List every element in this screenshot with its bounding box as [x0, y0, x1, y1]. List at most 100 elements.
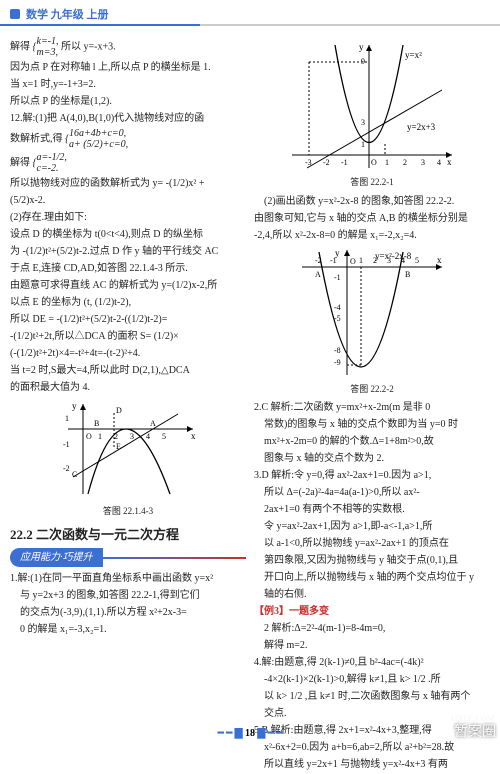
- body-text: 所以抛物线对应的函数解析式为 y= -(1/2)x² +: [10, 176, 246, 191]
- body-text: 令 y=ax²-2ax+1,因为 a>1,即-a<-1,a>1,所: [254, 519, 490, 534]
- text: 解得: [10, 157, 30, 168]
- page-number: 18: [245, 728, 255, 739]
- skill-rule: [103, 557, 247, 559]
- svg-text:-8: -8: [334, 346, 341, 355]
- body-text: 因为点 P 在对称轴 l 上,所以点 P 的横坐标是 1.: [10, 60, 246, 75]
- body-text: x²-6x+2=0.因为 a+b=6,ab=2,所以 a²+b²=28.故: [254, 740, 490, 755]
- svg-text:-9: -9: [334, 358, 341, 367]
- figure-mid-right: x y O -2 -1 1 2 3 4 5 -1 -4 -5 -8 -9 A B: [254, 247, 490, 397]
- svg-text:3: 3: [130, 432, 134, 441]
- body-text: 图象与 x 轴的交点个数为 2.: [254, 451, 490, 466]
- text: c=-2.: [37, 163, 59, 174]
- header-title: 数学 九年级 上册: [26, 6, 109, 22]
- body-text: (2)画出函数 y=x²-2x-8 的图象,如答图 22.2-2.: [254, 194, 490, 209]
- body-text: 第四象限,又因为抛物线与 y 轴交于点(0,1),且: [254, 553, 490, 568]
- figure-caption: 答图 22.2-1: [254, 176, 490, 190]
- svg-text:x: x: [447, 157, 452, 167]
- skill-pill: 应用能力·巧提升: [10, 548, 103, 567]
- section-title: 22.2 二次函数与一元二次方程: [10, 525, 246, 545]
- body-text: 以点 E 的坐标为 (t, (1/2)t-2),: [10, 295, 246, 310]
- body-text: 12.解:(1)把 A(4,0),B(1,0)代入抛物线对应的函: [10, 111, 246, 126]
- body-text: -2,4,所以 x²-2x-8=0 的解是 x₁=-2,x₂=4.: [254, 228, 490, 243]
- header-bullet-icon: [10, 9, 20, 19]
- body-text: 以 k> 1/2 ,且 k≠1 时,二次函数图象与 x 轴有两个: [254, 689, 490, 704]
- svg-text:x: x: [437, 255, 442, 265]
- text: 所以 y=-x+3.: [61, 41, 116, 52]
- footer-deco-right: ▇ ━ ━: [258, 728, 283, 739]
- body-text: 所以 DE = -(1/2)t²+(5/2)t-2-((1/2)t-2)=: [10, 312, 246, 327]
- svg-text:1: 1: [98, 432, 102, 441]
- body-text: 由图象可知,它与 x 轴的交点 A,B 的横坐标分别是: [254, 211, 490, 226]
- svg-text:y=x²: y=x²: [405, 50, 422, 60]
- svg-text:3: 3: [421, 158, 425, 167]
- svg-text:-1: -1: [341, 158, 348, 167]
- figure-left: x y 1 -1 -2 O 1 2 3 4 5 A B C D E 答图 22.: [10, 399, 246, 519]
- svg-text:4: 4: [437, 158, 441, 167]
- svg-text:y=2x+3: y=2x+3: [407, 122, 436, 132]
- svg-text:B: B: [405, 270, 410, 279]
- body-text: 由题意可求得直线 AC 的解析式为 y=(1/2)x-2,所: [10, 278, 246, 293]
- body-text: 与 y=2x+3 的图象,如答图 22.2-1,得到它们: [10, 588, 246, 603]
- svg-text:A: A: [315, 270, 321, 279]
- svg-text:y: y: [72, 401, 77, 411]
- body-text: 以 a-1<0,所以抛物线 y=ax²-2ax+1 的顶点在: [254, 536, 490, 551]
- svg-text:-4: -4: [334, 303, 341, 312]
- footer-deco-left: ━ ━ ▇: [218, 728, 243, 739]
- body-text: (-(1/2)t²+2t)×4=-t²+4t=-(t-2)²+4.: [10, 346, 246, 361]
- body-text: 3.D 解析:令 y=0,得 ax²-2ax+1=0.因为 a>1,: [254, 468, 490, 483]
- brace-formula: {16a+4b+c=0,a+ (5/2)+c=0,: [65, 128, 128, 150]
- body-text: 4.解:由题意,得 2(k-1)≠0,且 b²-4ac=(-4k)²: [254, 655, 490, 670]
- svg-text:C: C: [72, 470, 77, 479]
- graph-svg: x y 1 -1 -2 O 1 2 3 4 5 A B C D E: [58, 399, 198, 499]
- body-text: 轴的右侧.: [254, 587, 490, 602]
- brace-formula: {a=-1/2,c=-2.: [33, 152, 67, 174]
- svg-text:y=x²-2x-8: y=x²-2x-8: [375, 251, 412, 261]
- svg-text:B: B: [94, 419, 99, 428]
- svg-text:1: 1: [65, 414, 69, 423]
- body-text: 所以 Δ=(-2a)²-4a=4a(a-1)>0,所以 ax²-: [254, 485, 490, 500]
- body-text: -(1/2)t²+2t,所以△DCA 的面积 S= (1/2)×: [10, 329, 246, 344]
- body-text: 解得 m=2.: [254, 638, 490, 653]
- text: 解得: [10, 41, 30, 52]
- svg-text:O: O: [86, 432, 92, 441]
- svg-text:3: 3: [361, 118, 365, 127]
- left-column: 解得 {k=-1,m=3, 所以 y=-x+3. 因为点 P 在对称轴 l 上,…: [10, 36, 246, 774]
- body-text: 解得 {k=-1,m=3, 所以 y=-x+3.: [10, 36, 246, 58]
- text: 16a+4b+c=0,: [69, 128, 126, 139]
- body-text: 当 t=2 时,S最大=4,所以此时 D(2,1),△DCA: [10, 363, 246, 378]
- text: a=-1/2,: [37, 152, 67, 163]
- svg-text:A: A: [150, 419, 156, 428]
- variant-label: 【例3】一题多变: [254, 604, 490, 619]
- svg-text:2: 2: [403, 158, 407, 167]
- graph-svg: x y O -2 -1 1 2 3 4 5 -1 -4 -5 -8 -9 A B: [297, 247, 447, 377]
- svg-text:1: 1: [359, 256, 363, 265]
- body-text: 开口向上,所以抛物线与 x 轴的两个交点均位于 y: [254, 570, 490, 585]
- body-text: 所以点 P 的坐标是(1,2).: [10, 94, 246, 109]
- body-text: 的交点为(-3,9),(1,1).所以方程 x²+2x-3=: [10, 605, 246, 620]
- body-text: 数解析式,得 {16a+4b+c=0,a+ (5/2)+c=0,: [10, 128, 246, 150]
- body-text: 于点 E,连接 CD,AD,如答图 22.1.4-3 所示.: [10, 261, 246, 276]
- body-text: 解得 {a=-1/2,c=-2.: [10, 152, 246, 174]
- body-text: 当 x=1 时,y=-1+3=2.: [10, 77, 246, 92]
- body-text: -4×2(k-1)×2(k-1)>0,解得 k≠1,且 k> 1/2 .所: [254, 672, 490, 687]
- text: 数解析式,得: [10, 133, 63, 144]
- body-text: 所以直线 y=2x+1 与抛物线 y=x²-4x+3 有两: [254, 757, 490, 772]
- svg-text:-2: -2: [63, 464, 70, 473]
- figure-top-right: x y O -3 -2 -1 1 2 3 4 1 3 9 y=x² y=2x+3: [254, 40, 490, 190]
- text: a+ (5/2)+c=0,: [69, 139, 128, 150]
- right-column: x y O -3 -2 -1 1 2 3 4 1 3 9 y=x² y=2x+3: [254, 36, 490, 774]
- body-text: 的面积最大值为 4.: [10, 380, 246, 395]
- skill-bar: 应用能力·巧提升: [10, 548, 246, 567]
- page-header: 数学 九年级 上册: [0, 0, 500, 26]
- svg-text:-1: -1: [334, 273, 341, 282]
- svg-text:y: y: [359, 42, 364, 52]
- body-text: (2)存在.理由如下:: [10, 210, 246, 225]
- body-text: mx²+x-2m=0 的解的个数.Δ=1+8m²>0,故: [254, 434, 490, 449]
- content-columns: 解得 {k=-1,m=3, 所以 y=-x+3. 因为点 P 在对称轴 l 上,…: [0, 26, 500, 774]
- svg-text:5: 5: [162, 432, 166, 441]
- header-rule: [0, 24, 500, 26]
- svg-text:-2: -2: [323, 158, 330, 167]
- body-text: 常数)的图象与 x 轴的交点个数即为当 y=0 时: [254, 417, 490, 432]
- svg-text:O: O: [350, 257, 356, 266]
- svg-text:O: O: [371, 158, 377, 167]
